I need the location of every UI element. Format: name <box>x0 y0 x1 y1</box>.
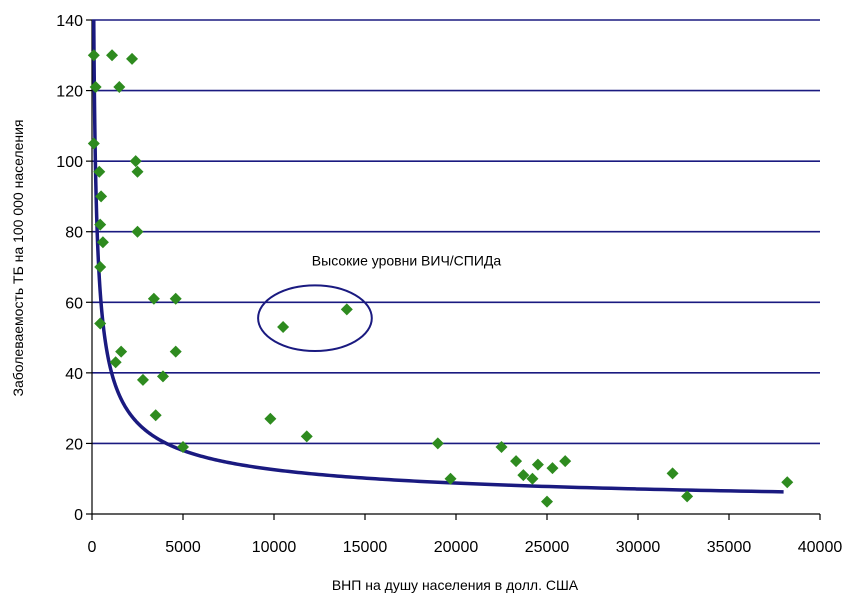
x-tick-label-35000: 35000 <box>707 539 752 556</box>
data-point-7 <box>94 261 107 273</box>
data-point-24 <box>264 412 277 425</box>
data-point-29 <box>444 472 457 485</box>
data-point-6 <box>96 236 109 249</box>
y-tick-label-140: 140 <box>56 13 83 30</box>
data-point-12 <box>129 155 142 168</box>
data-point-33 <box>526 472 539 485</box>
data-point-14 <box>131 225 144 238</box>
data-point-4 <box>95 190 108 203</box>
data-points <box>87 49 794 508</box>
x-tick-label-10000: 10000 <box>252 539 297 556</box>
data-point-16 <box>115 345 128 358</box>
data-point-1 <box>89 81 102 94</box>
y-tick-label-20: 20 <box>65 436 83 453</box>
data-point-36 <box>546 462 559 475</box>
gridlines <box>92 19 820 445</box>
data-point-27 <box>340 303 353 316</box>
data-point-32 <box>517 469 530 482</box>
annotation-ellipse-0 <box>257 284 373 352</box>
x-tick-label-30000: 30000 <box>616 539 661 556</box>
data-point-37 <box>559 455 572 468</box>
data-point-5 <box>94 218 107 231</box>
y-tick-label-100: 100 <box>56 154 83 171</box>
data-point-40 <box>781 476 794 489</box>
trendline <box>92 20 784 494</box>
data-point-10 <box>113 81 126 94</box>
data-point-8 <box>94 317 107 330</box>
axes <box>86 19 821 520</box>
data-point-21 <box>149 409 162 422</box>
y-tick-label-80: 80 <box>65 225 83 242</box>
data-point-30 <box>495 440 508 453</box>
data-point-18 <box>147 292 160 305</box>
annotations: Высокие уровни ВИЧ/СПИДа <box>257 252 502 352</box>
y-tick-label-120: 120 <box>56 84 83 101</box>
data-point-25 <box>277 320 290 333</box>
x-tick-label-25000: 25000 <box>525 539 570 556</box>
data-point-17 <box>136 373 149 386</box>
data-point-0 <box>87 49 100 62</box>
data-point-39 <box>681 490 694 503</box>
x-tick-label-0: 0 <box>88 539 97 556</box>
y-tick-label-40: 40 <box>65 366 83 383</box>
trendline-layer <box>92 20 784 494</box>
data-point-11 <box>126 52 139 65</box>
data-point-23 <box>177 440 189 453</box>
data-point-35 <box>541 495 553 508</box>
data-point-26 <box>300 430 313 443</box>
data-point-22 <box>156 370 169 383</box>
x-tick-label-15000: 15000 <box>343 539 388 556</box>
data-point-9 <box>106 49 119 62</box>
y-tick-label-0: 0 <box>74 507 83 524</box>
tick-labels: 0 20 40 60 80 100 120 140 0 5000 10000 15000 20000 25… <box>56 13 842 556</box>
data-point-15 <box>109 356 122 369</box>
data-point-2 <box>87 137 100 150</box>
data-point-34 <box>531 458 544 471</box>
x-axis-title: ВНП на душу населения в долл. США <box>332 577 579 593</box>
data-point-31 <box>510 455 523 468</box>
data-point-13 <box>131 165 144 178</box>
y-tick-label-60: 60 <box>65 295 83 312</box>
x-tick-label-40000: 40000 <box>798 539 843 556</box>
x-tick-label-5000: 5000 <box>165 539 201 556</box>
x-tick-label-20000: 20000 <box>434 539 479 556</box>
data-point-38 <box>666 467 679 480</box>
y-axis-title: Заболеваемость ТБ на 100 000 населения <box>10 119 26 396</box>
data-point-19 <box>169 292 182 305</box>
data-point-20 <box>169 345 182 358</box>
data-point-3 <box>93 165 106 178</box>
annotation-label-0: Высокие уровни ВИЧ/СПИДа <box>312 252 502 268</box>
data-point-28 <box>431 437 444 450</box>
